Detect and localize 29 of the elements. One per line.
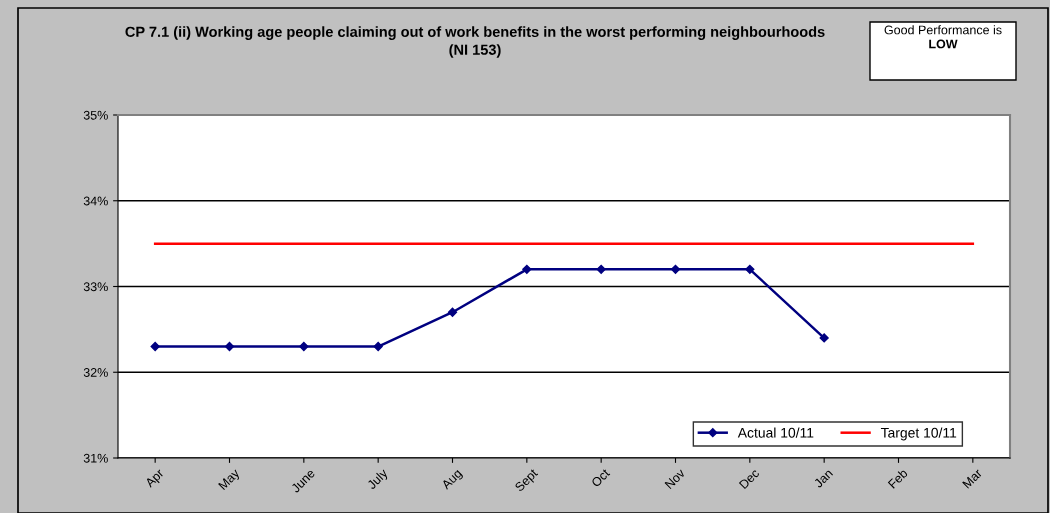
point [745,264,755,274]
y-tick-label: 35% [83,110,108,120]
legend-label: Target 10/11 [880,427,957,441]
y-tick-label: 32% [83,368,108,377]
point [150,341,160,352]
text: Good Performance is [884,25,1002,35]
point [596,264,606,274]
y-tick-label: 31% [83,453,108,463]
x-tick-label: Mar [962,468,983,489]
point [522,264,532,274]
x-tick-label: Aug [440,468,464,492]
x-tick-label: Feb [887,468,909,489]
point [373,341,383,352]
x-tick-label: Jan [813,468,834,489]
legend-label: Actual 10/11 [737,427,814,438]
x-tick-label: May [218,468,242,492]
x-tick-label: Nov [664,468,686,490]
x-tick-label: July [366,467,391,492]
y-tick-label: 34% [83,196,108,206]
point [299,341,309,352]
point [819,333,829,343]
y-tick-label: 33% [83,282,108,292]
x-tick-label: Dec [738,468,760,490]
point [447,307,458,317]
point [670,264,681,274]
text: LOW [929,39,958,49]
x-tick-label: Oct [590,468,611,488]
chart-title: CP 7.1 (ii) Working age people claiming out of work benefits in the worst performing neighbourhoods (NI 153) [125,26,825,58]
x-tick-label: Apr [144,468,167,490]
